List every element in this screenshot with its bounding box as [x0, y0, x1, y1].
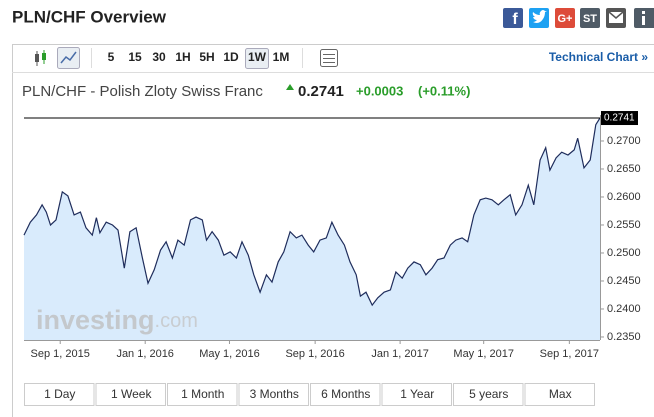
last-value-label: 0.2741: [604, 113, 635, 124]
range-button-label: 6 Months: [321, 387, 370, 401]
interval-button[interactable]: 5: [108, 50, 115, 64]
interval-button[interactable]: 1M: [273, 50, 290, 64]
x-tick-label: May 1, 2017: [453, 348, 514, 360]
table-icon[interactable]: [320, 49, 338, 67]
instrument-name: PLN/CHF - Polish Zloty Swiss Franc: [22, 83, 263, 100]
icon-glyph: [608, 11, 624, 19]
share-facebook[interactable]: f: [503, 8, 523, 28]
range-button-label: 1 Month: [181, 387, 224, 401]
icon-glyph: [60, 51, 77, 64]
x-tick-label: Sep 1, 2017: [540, 348, 599, 360]
watermark-main: investing: [36, 305, 155, 335]
interval-button[interactable]: 1H: [175, 50, 190, 64]
icon: [503, 8, 523, 28]
watermark: investing.com: [36, 305, 198, 335]
range-button[interactable]: 6 Months: [310, 383, 381, 406]
range-button-frame: [238, 383, 309, 406]
y-tick-label: 0.2450: [607, 275, 641, 287]
x-tick-label: Sep 1, 2016: [285, 348, 344, 360]
y-tick-label: 0.2500: [607, 247, 641, 259]
icon: [555, 8, 575, 28]
interval-selected: [245, 48, 269, 69]
up-arrow: [286, 84, 294, 90]
candle-icon[interactable]: [35, 50, 46, 66]
icon-glyph: [642, 11, 645, 14]
range-button-frame: [524, 383, 595, 406]
price-line: [23, 117, 601, 307]
x-tick-label: Jan 1, 2016: [116, 348, 174, 360]
range-button[interactable]: Max: [524, 383, 595, 406]
share-google[interactable]: G+: [555, 8, 575, 28]
share-more[interactable]: [634, 8, 654, 28]
range-button-frame: [95, 383, 166, 406]
share-twitter[interactable]: [529, 8, 549, 28]
range-button-label: 5 years: [469, 387, 508, 401]
x-tick-label: Jan 1, 2017: [371, 348, 429, 360]
range-button-frame: [167, 383, 238, 406]
range-button[interactable]: 5 years: [453, 383, 524, 406]
range-button[interactable]: 1 Year: [381, 383, 452, 406]
icon-glyph: [42, 53, 46, 60]
icon-label: f: [512, 11, 518, 28]
range-button-label: 1 Week: [111, 387, 152, 401]
icon-label: ST: [583, 13, 597, 25]
interval-button[interactable]: 5H: [199, 50, 214, 64]
share-stocktwits[interactable]: ST: [580, 8, 600, 28]
x-tick-label: May 1, 2016: [199, 348, 260, 360]
range-button-frame: [381, 383, 452, 406]
icon-glyph: [642, 16, 645, 25]
icon-glyph: [35, 54, 39, 62]
y-tick-label: 0.2400: [607, 303, 641, 315]
interval-button[interactable]: 1D: [223, 50, 239, 64]
interval-button[interactable]: 30: [152, 50, 166, 64]
range-button-label: 1 Day: [44, 387, 75, 401]
chart-container: [12, 44, 654, 417]
range-button-frame: [310, 383, 381, 406]
icon-label: G+: [558, 13, 573, 25]
y-tick-label: 0.2550: [607, 219, 641, 231]
price-change: +0.0003: [356, 83, 403, 98]
page-title: PLN/CHF Overview: [12, 7, 167, 26]
range-button-label: 3 Months: [250, 387, 299, 401]
last-value-badge: [601, 111, 638, 126]
line-icon[interactable]: [57, 47, 80, 69]
range-button[interactable]: 1 Month: [167, 383, 238, 406]
y-tick-label: 0.2350: [607, 331, 641, 343]
x-tick-label: Sep 1, 2015: [31, 348, 90, 360]
technical-chart-link[interactable]: Technical Chart »: [549, 50, 648, 64]
area: [24, 118, 600, 340]
interval-button[interactable]: 1W: [248, 50, 267, 64]
watermark-suffix: .com: [155, 310, 198, 332]
range-button-label: Max: [549, 387, 572, 401]
icon: [580, 8, 600, 28]
range-button-label: 1 Year: [400, 387, 434, 401]
last-price: 0.2741: [298, 83, 344, 100]
icon-glyph: [532, 10, 547, 23]
range-button[interactable]: 3 Months: [238, 383, 309, 406]
share-mail[interactable]: [606, 8, 626, 28]
price-change-percent: (+0.11%): [418, 83, 470, 98]
range-button-frame: [24, 383, 95, 406]
y-tick-label: 0.2650: [607, 163, 641, 175]
interval-button[interactable]: 15: [128, 50, 142, 64]
range-button[interactable]: 1 Week: [95, 383, 166, 406]
y-tick-label: 0.2700: [607, 135, 641, 147]
y-tick-label: 0.2600: [607, 191, 641, 203]
range-button-frame: [453, 383, 524, 406]
range-button[interactable]: 1 Day: [24, 383, 95, 406]
